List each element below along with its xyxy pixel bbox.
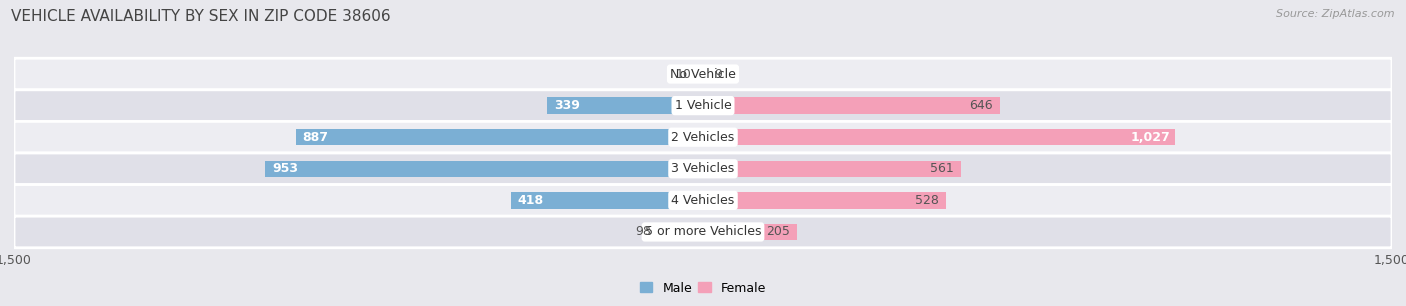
Text: 561: 561 [929, 162, 953, 175]
Bar [658, 224, 703, 240]
Text: 646: 646 [969, 99, 993, 112]
Text: VEHICLE AVAILABILITY BY SEX IN ZIP CODE 38606: VEHICLE AVAILABILITY BY SEX IN ZIP CODE … [11, 9, 391, 24]
Text: 9: 9 [714, 68, 721, 80]
Text: 1,027: 1,027 [1130, 131, 1170, 144]
Bar [703, 66, 707, 82]
Bar [266, 161, 703, 177]
Text: 1 Vehicle: 1 Vehicle [675, 99, 731, 112]
Text: 2 Vehicles: 2 Vehicles [672, 131, 734, 144]
Bar [703, 97, 1000, 114]
Text: 10: 10 [676, 68, 692, 80]
Text: 98: 98 [636, 226, 651, 238]
Text: 205: 205 [766, 226, 790, 238]
Text: 953: 953 [273, 162, 298, 175]
FancyBboxPatch shape [14, 185, 1392, 216]
Bar [547, 97, 703, 114]
Text: 887: 887 [302, 131, 329, 144]
Bar [510, 192, 703, 209]
Text: 339: 339 [554, 99, 581, 112]
FancyBboxPatch shape [14, 90, 1392, 121]
Bar [703, 224, 797, 240]
Text: No Vehicle: No Vehicle [671, 68, 735, 80]
FancyBboxPatch shape [14, 58, 1392, 90]
Bar [703, 192, 945, 209]
Text: 418: 418 [517, 194, 544, 207]
Text: 3 Vehicles: 3 Vehicles [672, 162, 734, 175]
FancyBboxPatch shape [14, 216, 1392, 248]
Text: Source: ZipAtlas.com: Source: ZipAtlas.com [1277, 9, 1395, 19]
Text: 5 or more Vehicles: 5 or more Vehicles [645, 226, 761, 238]
Legend: Male, Female: Male, Female [636, 277, 770, 300]
Bar [699, 66, 703, 82]
Bar [703, 129, 1174, 145]
Text: 528: 528 [915, 194, 939, 207]
Bar [295, 129, 703, 145]
FancyBboxPatch shape [14, 153, 1392, 185]
FancyBboxPatch shape [14, 121, 1392, 153]
Text: 4 Vehicles: 4 Vehicles [672, 194, 734, 207]
Bar [703, 161, 960, 177]
